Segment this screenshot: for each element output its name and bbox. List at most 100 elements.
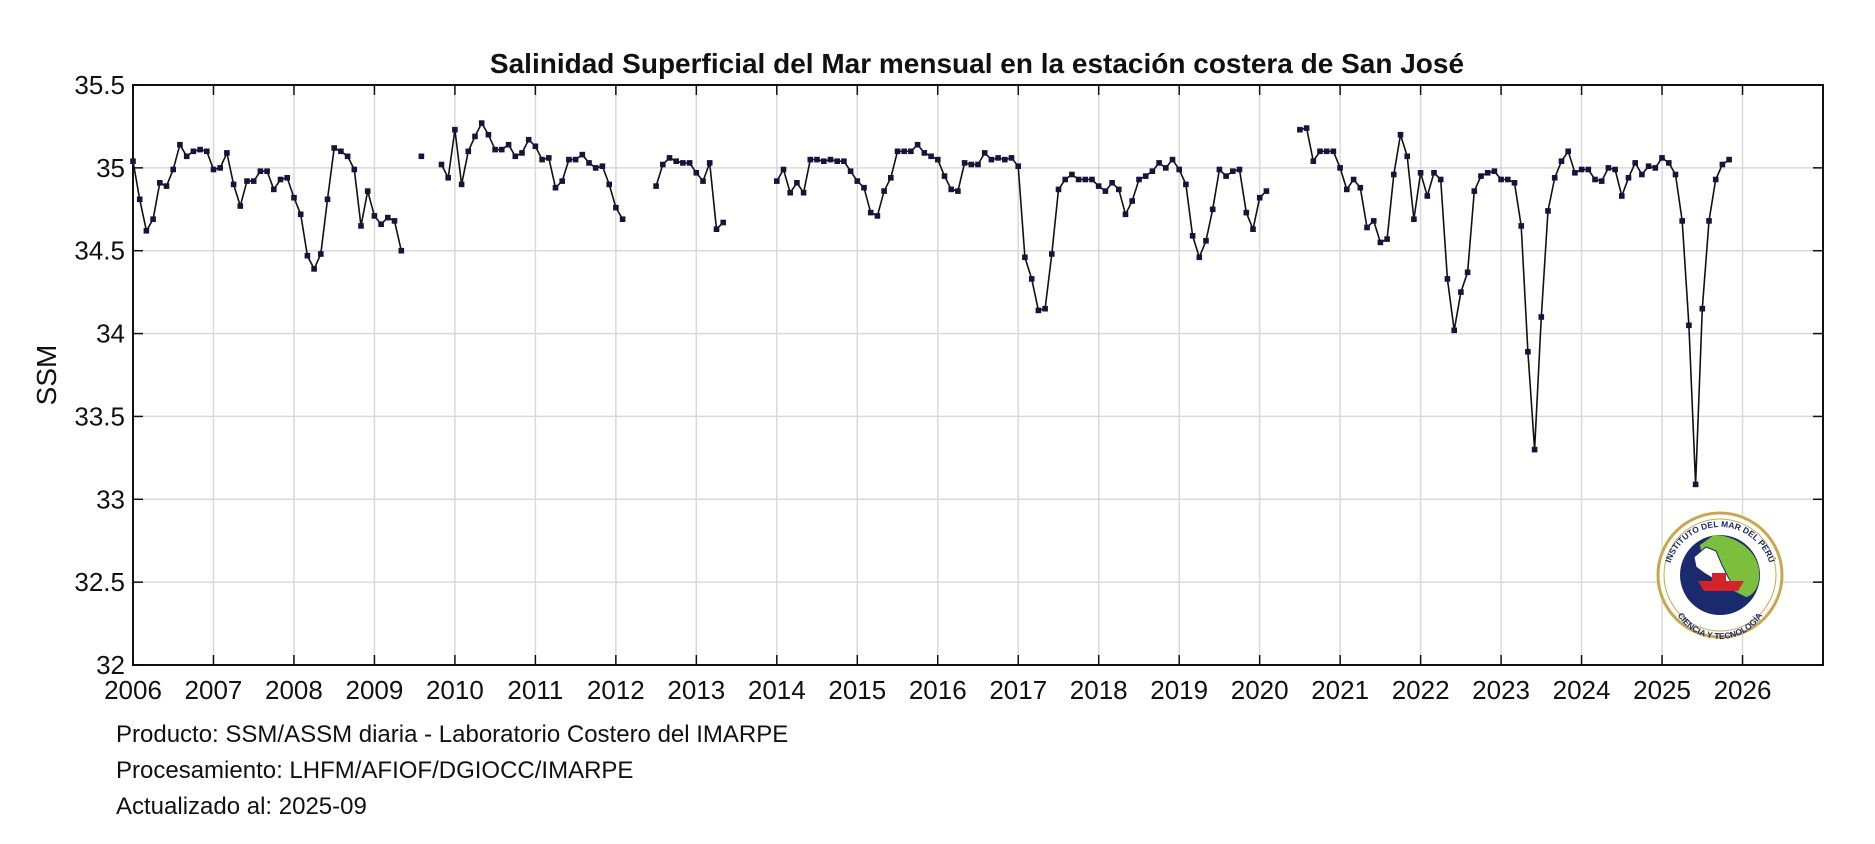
data-point (338, 148, 344, 155)
data-point (210, 166, 217, 173)
x-tick-label: 2021 (1311, 675, 1369, 705)
data-point (586, 160, 592, 166)
data-point (908, 148, 914, 155)
data-point (478, 120, 485, 126)
data-point (1303, 125, 1310, 131)
data-point (1605, 165, 1612, 171)
data-point (713, 226, 720, 232)
logo-ship-icon (1698, 573, 1744, 591)
x-tick-label: 2020 (1231, 675, 1289, 705)
data-point (344, 153, 351, 160)
y-tick-label: 33 (96, 484, 125, 514)
data-point (928, 153, 934, 160)
data-point (130, 158, 136, 164)
data-point (1484, 170, 1491, 176)
data-point (1370, 218, 1377, 224)
data-point (1149, 168, 1156, 174)
data-point (1209, 206, 1216, 213)
data-point (847, 168, 854, 174)
plot-frame (132, 84, 1824, 666)
x-tick-label: 2017 (989, 675, 1047, 705)
data-point (901, 148, 907, 155)
data-point (1712, 176, 1719, 183)
data-point (780, 166, 787, 173)
data-point (150, 216, 156, 222)
y-tick-label: 35.5 (74, 70, 125, 100)
data-point (1491, 168, 1498, 174)
data-point (653, 183, 659, 189)
data-point (1075, 176, 1082, 183)
data-point (257, 168, 264, 174)
x-tick-labels: 2006 2007 2008 2009 2010 2011 2012 2013 2014 2015… (104, 675, 1771, 705)
data-point (1471, 188, 1478, 194)
data-point (1042, 305, 1048, 312)
data-point (619, 216, 626, 222)
footer-product: Producto: SSM/ASSM diaria - Laboratorio … (116, 721, 789, 748)
x-tick-label: 2018 (1070, 675, 1128, 705)
data-point (1163, 165, 1169, 171)
data-point (1203, 238, 1209, 244)
data-point (364, 188, 371, 194)
data-point (1196, 254, 1203, 261)
data-point (1679, 218, 1685, 224)
data-point (1156, 160, 1162, 166)
data-point (1578, 166, 1585, 173)
data-point (445, 175, 451, 181)
data-point (1256, 194, 1263, 201)
data-point (874, 213, 881, 219)
data-point (1585, 166, 1592, 173)
data-point (190, 148, 197, 155)
data-point (961, 160, 968, 166)
data-point (271, 186, 277, 193)
data-point (1451, 327, 1457, 334)
data-point (827, 156, 834, 163)
data-point (204, 148, 210, 155)
chart-title: Salinidad Superficial del Mar mensual en… (490, 48, 1464, 79)
data-point (1411, 216, 1417, 222)
data-point (1632, 160, 1638, 166)
data-point (217, 165, 223, 171)
data-point (975, 161, 981, 168)
data-point (1505, 176, 1511, 183)
x-tick-label: 2010 (426, 675, 484, 705)
data-point (358, 223, 364, 229)
data-point (1330, 148, 1337, 155)
data-point (552, 184, 559, 191)
data-point (1089, 176, 1095, 183)
x-tick-label: 2007 (185, 675, 243, 705)
data-point (666, 155, 673, 161)
data-point (706, 160, 713, 166)
data-point (539, 156, 545, 163)
y-axis-label: SSM (31, 345, 62, 406)
x-tick-label: 2026 (1714, 675, 1772, 705)
data-point (525, 136, 532, 143)
data-point (1619, 193, 1625, 199)
series-markers (130, 120, 1732, 488)
data-point (1652, 165, 1659, 171)
data-point (284, 175, 290, 181)
data-point (1055, 186, 1062, 193)
data-point (814, 156, 820, 163)
data-point (1002, 156, 1008, 163)
data-point (331, 145, 337, 151)
data-point (693, 170, 700, 176)
data-point (505, 141, 512, 148)
data-point (1102, 188, 1109, 194)
data-point (230, 181, 237, 188)
data-point (834, 158, 840, 164)
x-tick-label: 2006 (104, 675, 162, 705)
x-tick-label: 2022 (1392, 675, 1450, 705)
data-point (512, 153, 519, 160)
data-point (680, 160, 686, 166)
data-point (177, 141, 183, 148)
data-point (1028, 276, 1035, 282)
footer-notes: Producto: SSM/ASSM diaria - Laboratorio … (116, 722, 788, 820)
data-point (1350, 176, 1357, 183)
data-point (1377, 239, 1384, 246)
data-point (1464, 269, 1471, 276)
data-point (566, 156, 572, 163)
data-point (1230, 168, 1236, 174)
data-point (458, 181, 465, 188)
x-tick-label: 2013 (667, 675, 725, 705)
data-point (297, 211, 304, 218)
